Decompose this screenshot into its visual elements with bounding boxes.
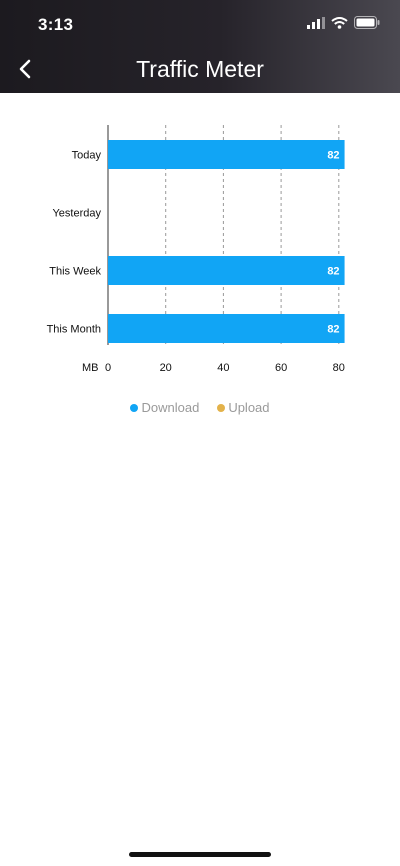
x-tick-label-0: 0 [105, 362, 111, 374]
legend-item-upload[interactable]: Upload [217, 400, 270, 415]
traffic-chart: 0 20 40 60 80 MB Today 82 Yesterday This Week 82 Th… [0, 93, 400, 433]
wifi-icon [331, 16, 348, 29]
legend-item-download[interactable]: Download [130, 400, 199, 415]
bar-download-2 [108, 256, 345, 285]
status-time: 3:13 [38, 15, 74, 34]
header-bar: 3:13 Traffic Meter [0, 0, 400, 93]
x-tick-label-20: 20 [160, 362, 172, 374]
page-title: Traffic Meter [136, 56, 264, 82]
category-label-3: This Month [47, 324, 101, 336]
legend-dot-upload [217, 403, 226, 412]
x-axis-unit-label: MB [82, 362, 99, 374]
chevron-left-icon [19, 59, 31, 79]
chart-legend: Download Upload [0, 400, 400, 415]
category-label-2: This Week [49, 266, 101, 278]
bar-value-label-2: 82 [327, 266, 339, 278]
battery-icon [354, 16, 380, 29]
bar-download-3 [108, 314, 345, 343]
bar-download-0 [108, 140, 345, 169]
x-tick-label-40: 40 [217, 362, 229, 374]
bar-value-label-3: 82 [327, 324, 339, 336]
cellular-signal-icon [307, 16, 325, 29]
status-icons [307, 16, 380, 29]
x-tick-label-60: 60 [275, 362, 287, 374]
back-button[interactable] [10, 54, 40, 84]
category-label-0: Today [72, 150, 102, 162]
legend-label-download: Download [141, 400, 200, 415]
x-tick-label-80: 80 [333, 362, 345, 374]
legend-dot-download [130, 403, 139, 412]
home-indicator [129, 852, 271, 857]
bar-value-label-0: 82 [327, 150, 339, 162]
legend-label-upload: Upload [228, 400, 270, 415]
category-label-1: Yesterday [52, 208, 101, 220]
traffic-chart-svg: 0 20 40 60 80 MB Today 82 Yesterday This Week 82 Th… [47, 125, 345, 374]
